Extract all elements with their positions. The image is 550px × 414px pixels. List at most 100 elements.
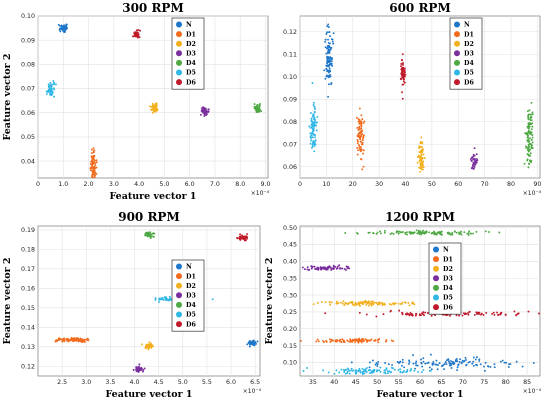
data-point [361, 371, 364, 374]
data-point [309, 112, 312, 114]
data-point [248, 345, 251, 348]
data-point [63, 24, 66, 27]
data-point [422, 164, 424, 167]
y-tick-label: 0.15 [283, 343, 297, 350]
x-tick-label: 3.5 [105, 379, 115, 386]
data-point [91, 176, 94, 178]
y-tick-label: 0.09 [283, 96, 297, 103]
data-point [199, 113, 202, 116]
y-tick-label: 0.40 [283, 259, 297, 266]
legend-label: N [464, 22, 470, 29]
data-point [356, 147, 359, 149]
data-point [422, 357, 425, 360]
data-point [435, 359, 438, 362]
data-point [469, 157, 472, 160]
data-point [413, 303, 416, 306]
data-point [353, 338, 356, 341]
data-point [343, 369, 346, 372]
data-point [358, 311, 361, 314]
data-point [357, 341, 360, 344]
data-point [332, 339, 335, 342]
data-point [428, 366, 431, 369]
legend-label: D5 [464, 70, 474, 77]
data-point [471, 166, 474, 169]
data-point [459, 358, 462, 361]
data-point [142, 369, 145, 371]
data-point [385, 339, 388, 341]
data-point [135, 33, 138, 36]
data-point [346, 371, 349, 374]
data-point [92, 156, 94, 159]
data-point [389, 371, 392, 374]
data-point [421, 365, 424, 368]
data-point [475, 230, 478, 233]
data-point [47, 83, 50, 86]
legend: N D1 D2 D3 D4 D5 D6 [449, 17, 483, 90]
data-point [51, 93, 54, 95]
data-point [390, 339, 393, 342]
data-point [527, 149, 530, 152]
data-point [360, 123, 363, 126]
legend: N D1 D2 D3 D4 D5 D6 [171, 259, 205, 332]
data-point [244, 239, 247, 242]
y-tick-label: 0.05 [21, 134, 35, 141]
data-point [527, 117, 530, 120]
data-point [145, 343, 148, 346]
data-point [419, 142, 422, 145]
y-tick-label: 0.08 [283, 119, 297, 126]
x-axis-label: Feature vector 1 [105, 389, 192, 400]
data-point [94, 180, 96, 182]
data-point [420, 164, 422, 167]
legend-marker [433, 304, 439, 311]
data-point [328, 59, 331, 62]
data-point [422, 168, 424, 171]
legend-marker [176, 50, 182, 57]
data-point [156, 108, 159, 111]
data-point [63, 26, 66, 29]
data-point [419, 170, 422, 173]
data-point [343, 268, 346, 270]
data-point [401, 313, 404, 316]
series-d6 [132, 28, 142, 39]
x-tick-label: 60 [416, 379, 424, 386]
series-d6 [399, 53, 407, 100]
data-point [63, 339, 66, 342]
data-point [246, 343, 249, 346]
data-point [152, 108, 155, 111]
x-tick-label: 50 [428, 181, 436, 188]
data-point [140, 343, 143, 346]
data-point [294, 267, 296, 269]
data-point [153, 110, 156, 113]
data-point [331, 38, 334, 41]
data-point [354, 370, 357, 372]
data-point [328, 73, 331, 76]
data-point [326, 47, 328, 50]
y-tick-label: 0.09 [21, 37, 35, 44]
data-point [381, 301, 384, 304]
data-point [343, 341, 346, 343]
data-point [316, 267, 319, 270]
data-point [472, 364, 475, 367]
data-point [409, 369, 412, 372]
data-point [473, 313, 476, 316]
data-point [357, 369, 360, 372]
data-point [343, 304, 346, 307]
legend-marker [454, 79, 460, 86]
x-tick-label: 80 [502, 379, 510, 386]
data-point [325, 64, 328, 67]
data-point [148, 105, 151, 108]
data-point [420, 150, 423, 153]
data-point [66, 338, 69, 341]
data-point [137, 368, 140, 371]
data-point [360, 121, 362, 124]
data-point [147, 233, 150, 236]
data-point [458, 233, 461, 235]
data-point [399, 360, 402, 363]
data-point [316, 115, 319, 118]
data-point [147, 344, 150, 347]
data-point [207, 111, 209, 114]
data-point [91, 170, 94, 173]
data-point [418, 166, 421, 169]
data-point [326, 25, 329, 28]
data-point [468, 230, 470, 233]
